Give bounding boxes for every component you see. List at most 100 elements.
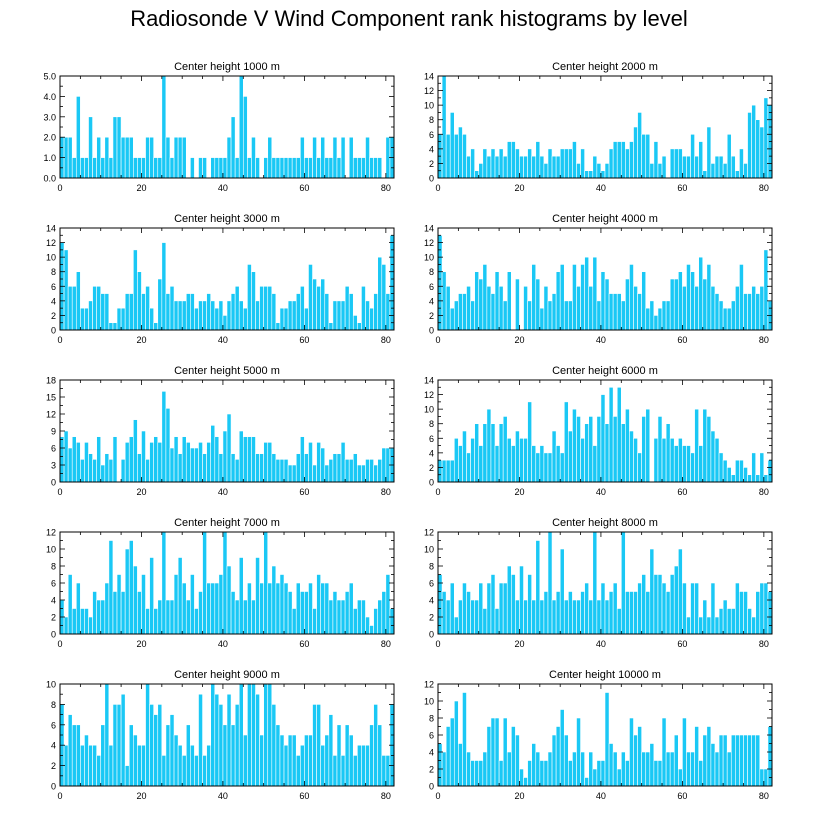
- histogram-bar: [324, 157, 330, 179]
- histogram-bar: [453, 300, 459, 331]
- histogram-bar: [576, 285, 581, 331]
- histogram-bar: [304, 307, 309, 331]
- x-tick-label: 40: [218, 791, 228, 801]
- y-tick-label: 6: [51, 444, 56, 454]
- histogram-bar: [352, 315, 358, 331]
- x-tick-label: 0: [435, 183, 440, 193]
- histogram-bar: [153, 157, 159, 179]
- histogram-bar: [763, 768, 769, 787]
- histogram-bar: [498, 423, 504, 483]
- histogram-bar: [543, 163, 549, 179]
- histogram-bar: [620, 423, 626, 483]
- histogram-bar: [600, 394, 606, 483]
- histogram-bar: [596, 760, 602, 787]
- histogram-bar: [706, 416, 712, 483]
- histogram-bar: [218, 704, 224, 787]
- histogram-bar: [445, 133, 451, 179]
- histogram-bar: [649, 300, 655, 331]
- histogram-bar: [494, 608, 500, 635]
- y-tick-label: 18: [46, 376, 56, 386]
- histogram-bar: [531, 599, 537, 635]
- histogram-bar: [255, 453, 260, 483]
- x-tick-label: 40: [218, 639, 228, 649]
- histogram-bar: [332, 755, 338, 787]
- histogram-bar: [641, 416, 647, 483]
- histogram-bar: [612, 416, 618, 483]
- histogram-bar: [198, 591, 203, 635]
- histogram-bar: [494, 445, 500, 483]
- histogram-bar: [141, 293, 146, 331]
- histogram-bar: [251, 683, 256, 787]
- histogram-bar: [88, 116, 93, 179]
- histogram-bar: [67, 136, 73, 179]
- histogram-bar: [600, 271, 606, 331]
- histogram-bar: [149, 136, 154, 179]
- histogram-bar: [462, 133, 467, 179]
- histogram-bar: [161, 531, 167, 635]
- histogram-bar: [539, 445, 545, 483]
- histogram-bar: [714, 437, 720, 483]
- histogram-bar: [357, 744, 362, 787]
- histogram-bar: [365, 744, 370, 787]
- histogram-bar: [608, 293, 614, 331]
- histogram-bar: [71, 157, 77, 179]
- histogram-bar: [718, 734, 724, 787]
- y-tick-label: 2: [429, 159, 434, 169]
- histogram-bar: [718, 155, 724, 179]
- histogram-bar: [718, 300, 724, 331]
- histogram-bar: [653, 574, 659, 635]
- histogram-bar: [563, 599, 569, 635]
- histogram-bar: [710, 163, 716, 179]
- histogram-bar: [173, 136, 179, 179]
- histogram-bar: [96, 285, 102, 331]
- histogram-bar: [535, 141, 541, 179]
- histogram-bar: [308, 442, 313, 483]
- histogram-bar: [92, 285, 97, 331]
- histogram-bar: [161, 242, 167, 331]
- histogram-bar: [295, 157, 301, 179]
- histogram-bar: [385, 574, 391, 635]
- histogram-bar: [682, 717, 687, 787]
- histogram-bar: [251, 271, 256, 331]
- histogram-bar: [669, 751, 675, 787]
- histogram-bar: [177, 453, 183, 483]
- histogram-bar: [673, 734, 679, 787]
- histogram-bar: [100, 724, 106, 787]
- x-tick-label: 40: [596, 335, 606, 345]
- histogram-bar: [726, 751, 732, 787]
- histogram-bar: [369, 724, 374, 787]
- histogram-bar: [726, 608, 732, 635]
- histogram-bar: [320, 136, 326, 179]
- x-tick-label: 60: [299, 791, 309, 801]
- histogram-bar: [177, 557, 183, 635]
- y-tick-label: 4: [429, 748, 434, 758]
- histogram-bar: [470, 300, 475, 331]
- histogram-bar: [263, 683, 269, 787]
- histogram-bar: [251, 136, 256, 179]
- histogram-bar: [247, 157, 252, 179]
- histogram-bar: [466, 155, 471, 179]
- histogram-bar: [185, 293, 191, 331]
- histogram-bar: [547, 300, 553, 331]
- histogram-bar: [133, 419, 138, 483]
- histogram-bar: [361, 157, 366, 179]
- histogram-bar: [592, 768, 598, 787]
- histogram-bar: [173, 300, 179, 331]
- x-tick-label: 80: [759, 791, 769, 801]
- y-tick-label: 4: [51, 296, 56, 306]
- histogram-bar: [506, 751, 512, 787]
- histogram-bar: [304, 157, 309, 179]
- histogram-bar: [295, 755, 301, 787]
- histogram-bar: [92, 157, 97, 179]
- histogram-bar: [559, 264, 565, 331]
- histogram-bar: [344, 591, 350, 635]
- histogram-bar: [263, 442, 269, 483]
- x-tick-label: 0: [57, 639, 62, 649]
- histogram-bar: [336, 300, 342, 331]
- histogram-bar: [739, 591, 744, 635]
- histogram-bar: [352, 157, 358, 179]
- histogram-bar: [255, 300, 260, 331]
- histogram-bar: [133, 249, 138, 331]
- histogram-bar: [706, 126, 712, 179]
- x-tick-label: 40: [218, 335, 228, 345]
